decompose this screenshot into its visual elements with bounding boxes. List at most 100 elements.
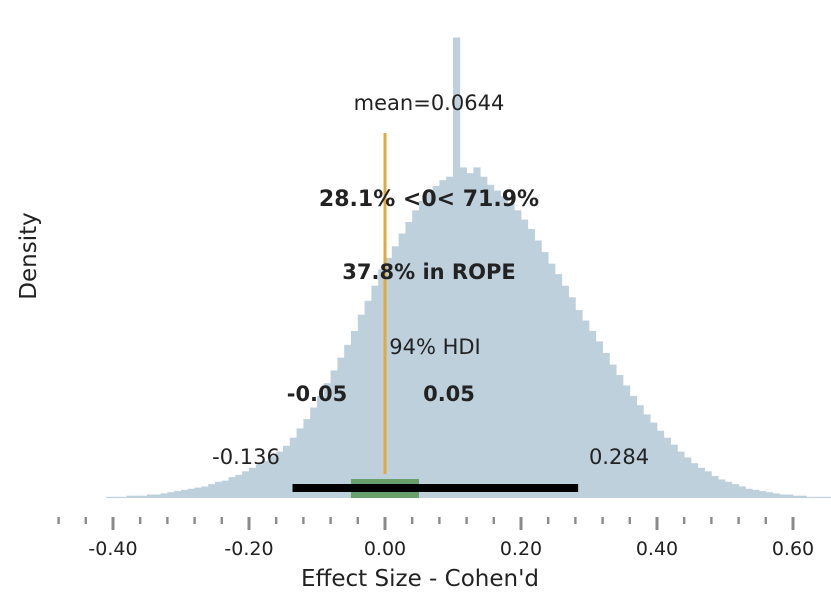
histogram-bar bbox=[235, 474, 243, 498]
histogram-bar bbox=[351, 330, 359, 498]
histogram-bar bbox=[310, 407, 318, 498]
x-axis-title: Effect Size - Cohen'd bbox=[301, 566, 539, 592]
histogram-bar bbox=[663, 437, 671, 498]
histogram-bar bbox=[106, 496, 114, 498]
histogram-bar bbox=[473, 167, 481, 498]
histogram-bar bbox=[249, 467, 257, 498]
histogram-bar bbox=[405, 221, 413, 499]
histogram-bar bbox=[439, 180, 447, 498]
histogram-bar bbox=[521, 219, 529, 498]
histogram-bar bbox=[126, 495, 134, 498]
histogram-bar bbox=[140, 495, 148, 498]
histogram-bar bbox=[786, 494, 794, 498]
histogram-bar bbox=[153, 494, 161, 498]
histogram-bar bbox=[228, 477, 236, 498]
histogram-bar bbox=[657, 430, 665, 498]
x-tick-label: 0.00 bbox=[364, 538, 406, 560]
histogram-bar bbox=[575, 310, 583, 498]
histogram-bar bbox=[595, 341, 603, 498]
histogram-bar bbox=[269, 456, 277, 498]
histogram-bar bbox=[181, 489, 189, 498]
histogram-bar bbox=[201, 486, 209, 498]
histogram-bar bbox=[289, 437, 297, 498]
histogram-bar bbox=[147, 494, 155, 498]
histogram-bar bbox=[194, 487, 202, 498]
histogram-bar bbox=[534, 240, 542, 499]
histogram-bar bbox=[296, 428, 304, 498]
histogram-bar bbox=[432, 185, 440, 498]
histogram-bar bbox=[323, 383, 331, 498]
histogram-bar bbox=[113, 496, 121, 498]
histogram-bar bbox=[330, 370, 338, 498]
histogram-bar bbox=[425, 192, 433, 499]
histogram-bar bbox=[820, 496, 828, 498]
histogram-bar bbox=[772, 493, 780, 498]
x-axis: -0.40 -0.20 0.00 0.20 0.40 0.60 bbox=[57, 517, 814, 560]
histogram-bar bbox=[650, 422, 658, 498]
histogram-bar bbox=[799, 495, 807, 498]
reference-value-label: 28.1% <0< 71.9% bbox=[319, 187, 539, 212]
rope-high-label: 0.05 bbox=[423, 382, 475, 406]
histogram-bar bbox=[208, 484, 216, 498]
histogram-bar bbox=[303, 419, 311, 498]
histogram-bar bbox=[160, 493, 168, 498]
histogram-bar bbox=[317, 395, 325, 498]
histogram-bar bbox=[527, 228, 535, 498]
histogram-bar bbox=[215, 481, 223, 498]
histogram-bar bbox=[636, 405, 644, 498]
histogram-bars bbox=[106, 37, 831, 499]
histogram-bar bbox=[779, 494, 787, 498]
histogram-bar bbox=[391, 246, 399, 498]
histogram-bar bbox=[371, 285, 379, 498]
histogram-bar bbox=[242, 471, 250, 498]
x-tick-label: -0.40 bbox=[88, 538, 137, 560]
histogram-bar bbox=[255, 464, 263, 498]
histogram-bar bbox=[541, 252, 549, 498]
histogram-bar bbox=[419, 201, 427, 499]
x-tick-label: 0.20 bbox=[500, 538, 542, 560]
histogram-bar bbox=[487, 184, 495, 499]
histogram-bar bbox=[806, 496, 814, 498]
histogram-bar bbox=[561, 285, 569, 498]
histogram-bar bbox=[752, 489, 760, 498]
histogram-bar bbox=[765, 492, 773, 498]
rope-label: 37.8% in ROPE bbox=[342, 260, 515, 284]
histogram-bar bbox=[167, 492, 175, 498]
histogram-bar bbox=[398, 233, 406, 498]
histogram-bar bbox=[283, 445, 291, 498]
histogram-bar bbox=[500, 196, 508, 498]
histogram-bar bbox=[629, 395, 637, 498]
histogram-bar bbox=[385, 257, 393, 498]
histogram-bar bbox=[459, 167, 467, 498]
histogram-bar bbox=[466, 173, 474, 498]
rope-low-label: -0.05 bbox=[287, 382, 348, 406]
histogram-bar bbox=[684, 457, 692, 498]
histogram-bar bbox=[446, 176, 454, 498]
histogram-bar bbox=[718, 479, 726, 498]
hdi-high-label: 0.284 bbox=[589, 445, 649, 469]
histogram-bar bbox=[582, 320, 590, 498]
histogram-bar bbox=[174, 491, 182, 498]
histogram-bar bbox=[133, 495, 141, 498]
histogram-bar bbox=[589, 330, 597, 498]
histogram-bar bbox=[704, 471, 712, 498]
hdi-low-label: -0.136 bbox=[212, 445, 280, 469]
y-axis-title: Density bbox=[16, 212, 42, 299]
histogram-bar bbox=[493, 190, 501, 498]
histogram-bar bbox=[697, 467, 705, 498]
histogram-bar bbox=[623, 385, 631, 498]
x-tick-label: -0.20 bbox=[224, 538, 273, 560]
histogram-bar bbox=[119, 496, 127, 498]
x-tick-label: 0.60 bbox=[772, 538, 814, 560]
histogram-bar bbox=[691, 463, 699, 498]
histogram-bar bbox=[568, 297, 576, 498]
hdi-label: 94% HDI bbox=[389, 335, 481, 359]
histogram-bar bbox=[670, 444, 678, 498]
histogram-bar bbox=[357, 314, 365, 498]
histogram-bar bbox=[616, 375, 624, 498]
histogram-bar bbox=[262, 460, 270, 498]
mean-label: mean=0.0644 bbox=[354, 91, 505, 115]
histogram-bar bbox=[759, 491, 767, 498]
histogram-bar bbox=[643, 414, 651, 498]
